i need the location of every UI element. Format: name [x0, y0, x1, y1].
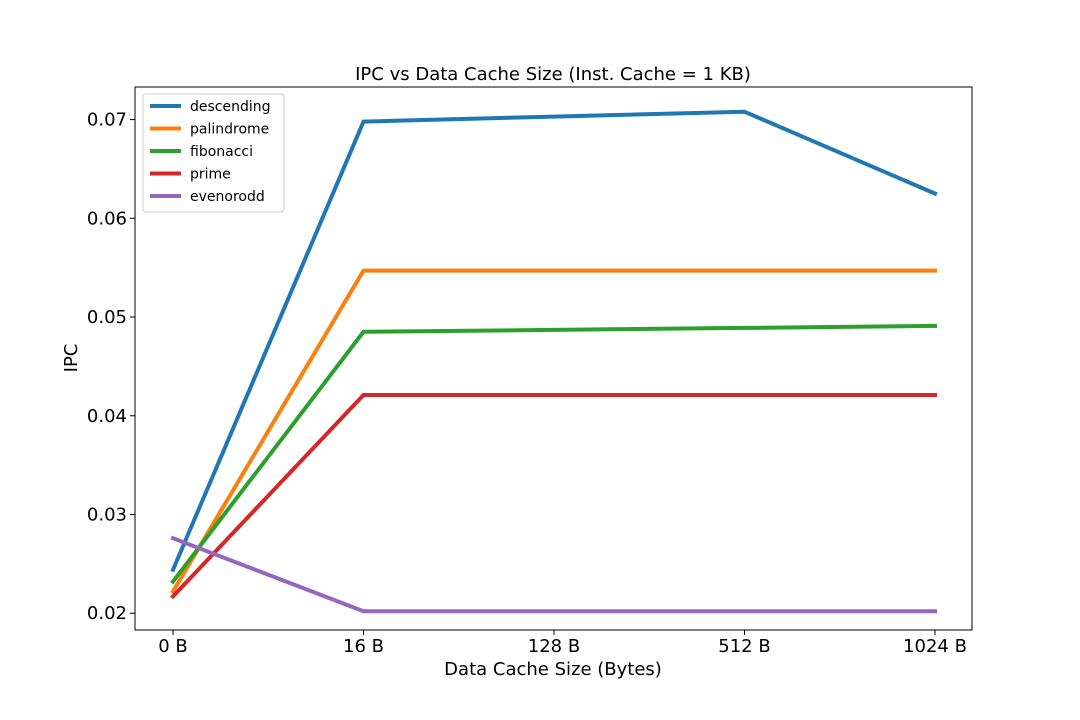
y-tick-label: 0.05	[87, 307, 127, 328]
legend-label-descending: descending	[190, 99, 271, 115]
y-tick-label: 0.07	[87, 110, 127, 131]
y-tick-label: 0.06	[87, 208, 127, 229]
series-lines	[170, 109, 938, 614]
series-line-descending	[170, 109, 938, 573]
x-tick-label: 1024 B	[903, 636, 967, 657]
legend-label-prime: prime	[190, 167, 231, 183]
legend-label-fibonacci: fibonacci	[190, 144, 253, 160]
legend-label-evenorodd: evenorodd	[190, 189, 265, 205]
legend-label-palindrome: palindrome	[190, 122, 269, 138]
x-axis: 0 B 16 B 128 B 512 B 1024 B	[158, 630, 967, 657]
x-tick-label: 0 B	[158, 636, 188, 657]
legend-box	[142, 93, 285, 213]
x-tick-label: 16 B	[343, 636, 384, 657]
y-axis-label: IPC	[61, 344, 82, 373]
x-tick-label: 128 B	[528, 636, 580, 657]
series-line-evenorodd	[170, 535, 937, 614]
y-axis: 0.02 0.03 0.04 0.05 0.06 0.07	[87, 110, 135, 624]
legend: descending palindrome fibonacci prime evenor…	[142, 93, 285, 213]
y-tick-label: 0.03	[87, 504, 127, 525]
chart-title: IPC vs Data Cache Size (Inst. Cache = 1 …	[355, 64, 751, 85]
x-axis-label: Data Cache Size (Bytes)	[444, 659, 662, 680]
series-line-prime	[170, 393, 937, 600]
y-tick-label: 0.02	[87, 603, 127, 624]
series-line-palindrome	[170, 268, 937, 595]
series-line-fibonacci	[170, 323, 938, 585]
x-tick-label: 512 B	[718, 636, 770, 657]
y-tick-label: 0.04	[87, 406, 127, 427]
